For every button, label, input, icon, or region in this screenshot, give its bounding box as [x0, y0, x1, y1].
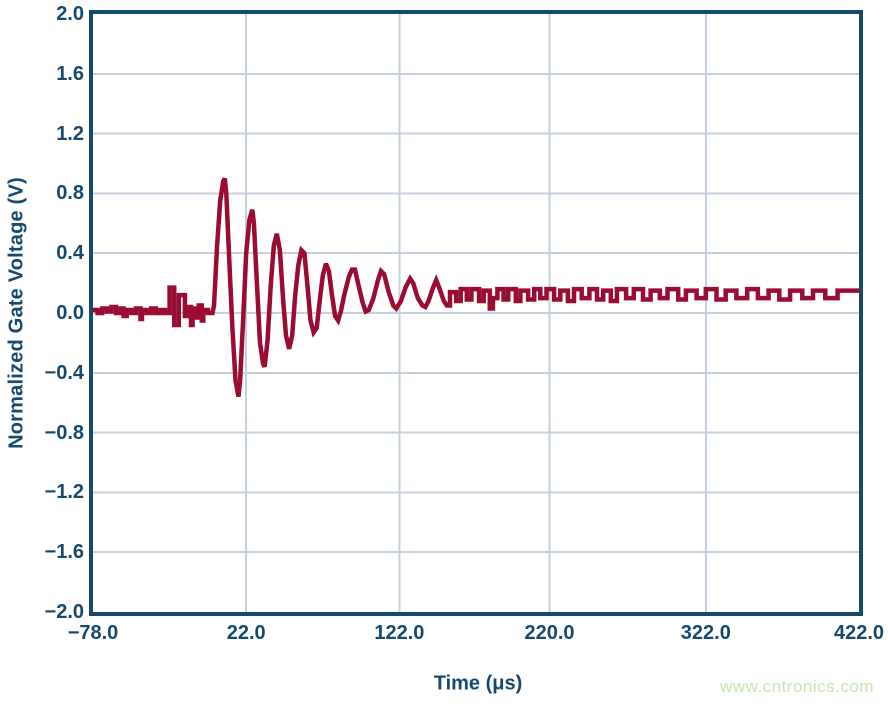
- x-tick-label: −78.0: [67, 622, 119, 644]
- y-tick-label: 1.6: [56, 62, 84, 85]
- x-axis-title: Time (μs): [433, 672, 523, 695]
- y-tick-label: 1.2: [56, 122, 84, 145]
- watermark: www.cntronics.com: [720, 677, 874, 696]
- y-tick-label: −1.2: [44, 481, 84, 504]
- y-tick-label: −0.4: [44, 361, 84, 384]
- x-tick-label: 322.0: [680, 622, 731, 644]
- y-tick-label: 0.0: [56, 302, 84, 324]
- y-tick-label: −2.0: [44, 601, 84, 623]
- x-tick-label: 422.0: [833, 622, 885, 644]
- waveform-svg: [93, 14, 859, 612]
- plot-area: [89, 10, 863, 616]
- y-tick-label: −1.6: [44, 541, 84, 564]
- y-tick-label: 0.8: [56, 182, 84, 205]
- x-tick-label: 220.0: [524, 622, 575, 644]
- y-tick-label: 2.0: [56, 3, 84, 25]
- waveform-trace: [93, 177, 859, 398]
- y-tick-label: −0.8: [44, 421, 84, 444]
- x-tick-label: 22.0: [226, 622, 266, 644]
- y-tick-label: 0.4: [56, 242, 84, 265]
- x-tick-label: 122.0: [374, 622, 425, 644]
